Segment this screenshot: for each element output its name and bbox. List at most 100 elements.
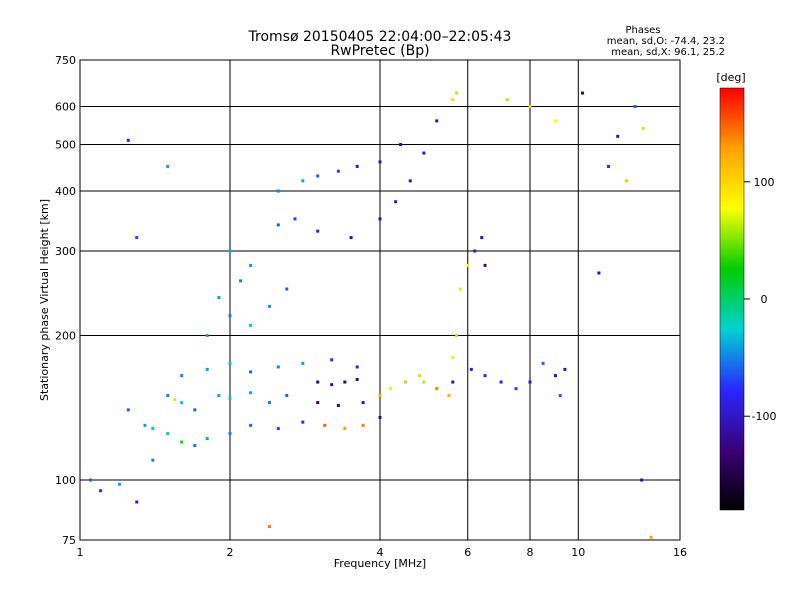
data-point: [528, 380, 532, 384]
data-point: [276, 365, 280, 369]
data-point: [625, 179, 629, 183]
data-point: [205, 367, 209, 371]
x-tick-label: 2: [227, 546, 234, 559]
data-point: [228, 249, 232, 253]
data-point: [249, 370, 253, 374]
data-point: [649, 535, 653, 539]
data-point: [408, 179, 412, 183]
data-point: [394, 200, 398, 204]
data-point: [99, 489, 103, 493]
data-point: [435, 387, 439, 391]
data-point: [276, 427, 280, 431]
data-point: [166, 432, 170, 436]
data-point: [469, 367, 473, 371]
plot-area: [79, 59, 681, 541]
data-point: [455, 334, 459, 338]
data-point: [378, 415, 382, 419]
colorbar-label: [deg]: [716, 71, 745, 84]
colorbar-gradient: [719, 87, 745, 511]
x-tick-label: 16: [673, 546, 687, 559]
phase-info-o-mode: mean, sd,O: -74.4, 23.2: [607, 36, 725, 47]
data-point: [447, 394, 451, 398]
x-axis-ticks: 1 2 4 6 8 10 16: [77, 546, 688, 559]
data-point: [480, 236, 484, 240]
data-point: [355, 365, 359, 369]
y-tick-label: 300: [55, 245, 76, 258]
y-tick-label: 600: [55, 101, 76, 114]
data-point: [399, 143, 403, 147]
y-tick-label: 100: [55, 474, 76, 487]
data-point: [316, 380, 320, 384]
data-point: [483, 263, 487, 267]
data-point: [126, 408, 130, 412]
y-tick-label: 750: [55, 54, 76, 67]
data-point: [205, 334, 209, 338]
data-point: [499, 380, 503, 384]
colorbar-ticks: 100 0 -100: [744, 176, 776, 423]
data-point: [180, 440, 184, 444]
y-tick-label: 75: [62, 534, 76, 547]
data-point: [117, 482, 121, 486]
data-point: [633, 105, 637, 109]
grid-lines: [80, 60, 680, 540]
data-point: [403, 380, 407, 384]
y-tick-label: 200: [55, 330, 76, 343]
data-point: [378, 217, 382, 221]
data-point: [355, 377, 359, 381]
data-point: [541, 361, 545, 365]
data-point: [217, 296, 221, 300]
data-point: [343, 427, 347, 431]
data-point: [316, 174, 320, 178]
data-point: [458, 287, 462, 291]
data-point: [597, 271, 601, 275]
data-point: [285, 394, 289, 398]
data-point: [249, 323, 253, 327]
data-point: [563, 367, 567, 371]
data-point: [417, 374, 421, 378]
data-point: [455, 91, 459, 95]
data-point: [451, 355, 455, 359]
data-point: [323, 423, 327, 427]
data-point: [451, 380, 455, 384]
data-point: [581, 91, 585, 95]
data-point: [389, 387, 393, 391]
data-point: [316, 401, 320, 405]
data-point: [336, 169, 340, 173]
data-point: [293, 217, 297, 221]
data-point: [166, 164, 170, 168]
data-point: [361, 401, 365, 405]
data-point: [89, 478, 93, 482]
y-tick-label: 400: [55, 185, 76, 198]
data-point: [228, 432, 232, 436]
data-point: [422, 151, 426, 155]
data-point: [143, 423, 147, 427]
data-point: [135, 500, 139, 504]
data-point: [616, 134, 620, 138]
x-axis-label: Frequency [MHz]: [334, 557, 426, 570]
data-point: [239, 279, 243, 283]
colorbar-tick-label: -100: [752, 410, 777, 423]
data-point: [361, 423, 365, 427]
data-point: [301, 179, 305, 183]
x-tick-label: 6: [464, 546, 471, 559]
data-point: [640, 478, 644, 482]
chart-subtitle: RwPretec (Bp): [330, 43, 429, 59]
data-point: [285, 287, 289, 291]
data-point: [166, 394, 170, 398]
colorbar-tick-label: 0: [761, 293, 768, 306]
data-point: [336, 403, 340, 407]
data-point: [267, 525, 271, 529]
data-point: [228, 361, 232, 365]
data-point: [343, 380, 347, 384]
colorbar: [deg] 100 0 -100: [716, 71, 776, 511]
data-point: [173, 398, 177, 402]
data-point: [473, 249, 477, 253]
y-tick-label: 500: [55, 139, 76, 152]
data-point: [276, 223, 280, 227]
data-point: [126, 138, 130, 142]
data-point: [558, 394, 562, 398]
data-point: [378, 160, 382, 164]
data-point: [528, 105, 532, 109]
data-point: [378, 394, 382, 398]
phase-info-heading: Phases: [625, 25, 660, 36]
